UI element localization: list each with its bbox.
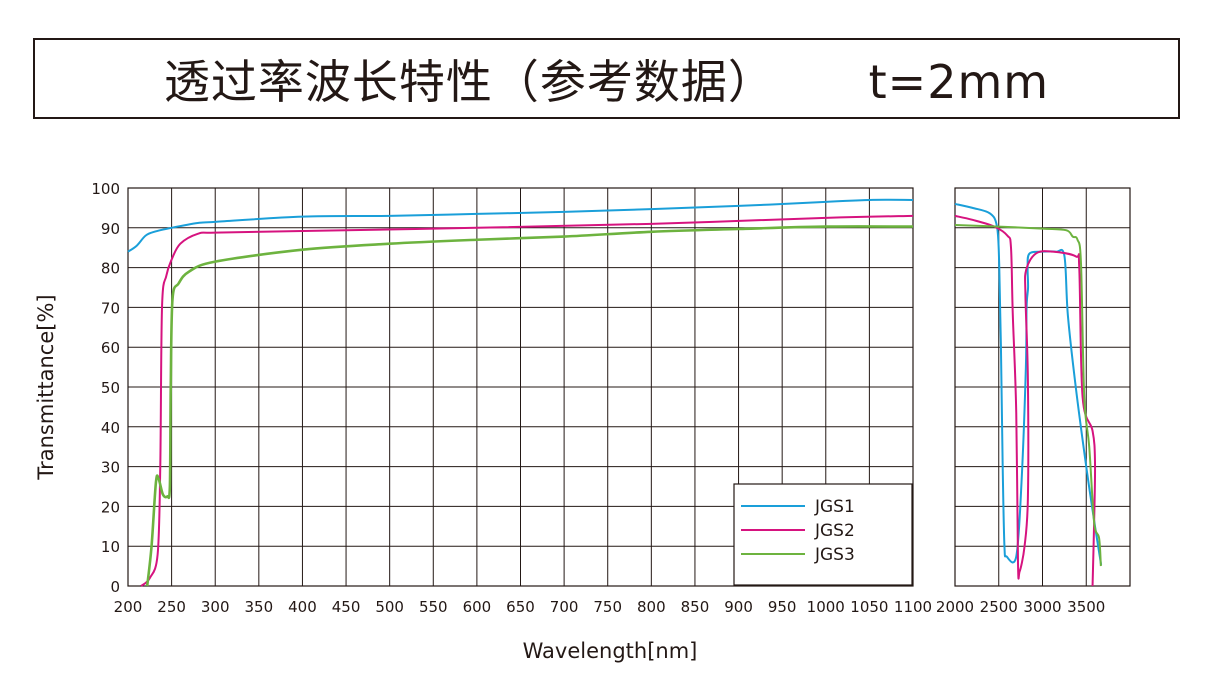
x-tick-label: 500	[375, 598, 404, 616]
y-tick-label: 0	[110, 578, 120, 596]
x-tick-label: 900	[724, 598, 753, 616]
title-box: 透过率波长特性（参考数据） t=2mm	[33, 38, 1180, 119]
x-tick-label: 1000	[807, 598, 845, 616]
series-line-jgs1	[954, 202, 1103, 566]
series-line-jgs2	[140, 214, 914, 587]
x-tick-label: 1100	[894, 598, 932, 616]
x-tick-label: 700	[550, 598, 579, 616]
y-tick-label: 30	[101, 459, 120, 477]
y-tick-label: 90	[101, 220, 120, 238]
x-tick-label: 3000	[1023, 598, 1061, 616]
x-tick-label: 450	[332, 598, 361, 616]
x-tick-label: 750	[593, 598, 622, 616]
y-tick-label: 10	[101, 538, 120, 556]
y-tick-label: 70	[101, 299, 120, 317]
x-tick-label: 1050	[850, 598, 888, 616]
x-axis-label: Wavelength[nm]	[523, 639, 698, 663]
series-line-jgs3	[954, 224, 1102, 567]
series-line-jgs3	[145, 225, 914, 587]
x-tick-label: 2500	[980, 598, 1018, 616]
y-tick-label: 80	[101, 260, 120, 278]
legend-label-jgs3: JGS3	[814, 545, 855, 565]
x-tick-label: 600	[463, 598, 492, 616]
plot-frame	[127, 187, 914, 587]
legend-label-jgs1: JGS1	[814, 497, 855, 517]
y-tick-label: 100	[91, 180, 120, 198]
y-axis-label: Transmittance[%]	[34, 294, 58, 480]
series-line-jgs1	[127, 198, 914, 253]
y-tick-label: 40	[101, 419, 120, 437]
plot-frame	[954, 187, 1131, 587]
y-tick-label: 20	[101, 498, 120, 516]
x-tick-label: 300	[201, 598, 230, 616]
x-tick-label: 550	[419, 598, 448, 616]
y-tick-label: 50	[101, 379, 120, 397]
series-line-jgs2	[954, 214, 1097, 587]
x-tick-label: 350	[245, 598, 274, 616]
x-tick-label: 200	[114, 598, 143, 616]
x-tick-label: 250	[157, 598, 186, 616]
y-tick-label: 60	[101, 339, 120, 357]
x-tick-label: 950	[768, 598, 797, 616]
x-tick-label: 400	[288, 598, 317, 616]
x-tick-label: 800	[637, 598, 666, 616]
x-tick-label: 650	[506, 598, 535, 616]
legend-box	[733, 483, 913, 586]
chart-title: 透过率波长特性（参考数据） t=2mm	[163, 54, 1050, 109]
legend-label-jgs2: JGS2	[814, 521, 855, 541]
x-tick-label: 850	[681, 598, 710, 616]
x-tick-label: 3500	[1067, 598, 1105, 616]
x-tick-label: 2000	[936, 598, 974, 616]
